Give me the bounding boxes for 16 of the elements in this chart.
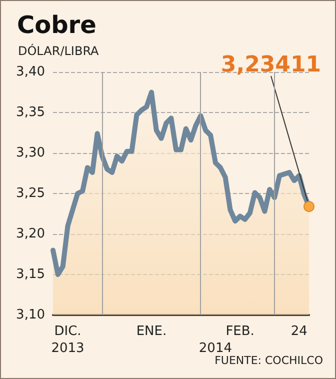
y-tick-label: 3,30: [16, 146, 45, 160]
y-tick-label: 3,10: [16, 308, 45, 322]
y-tick-label: 3,15: [16, 267, 45, 282]
chart-subtitle: DÓLAR/LIBRA: [18, 43, 100, 58]
chart-title: Cobre: [17, 11, 96, 39]
x-tick-label: ENE.: [136, 324, 167, 339]
x-tick-label: 24: [290, 324, 308, 339]
x-tick-label: DIC. 2013: [51, 324, 84, 356]
source-note: FUENTE: COCHILCO: [214, 354, 324, 367]
y-tick-label: 3,40: [16, 64, 45, 80]
y-tick-label: 3,35: [16, 105, 45, 120]
x-tick-label: FEB.: [226, 324, 254, 339]
x-tick-label: 2014: [198, 341, 232, 356]
y-tick-label: 3,20: [16, 226, 45, 242]
y-tick-label: 3,25: [16, 186, 45, 201]
data-label: 3,23411: [220, 52, 322, 78]
